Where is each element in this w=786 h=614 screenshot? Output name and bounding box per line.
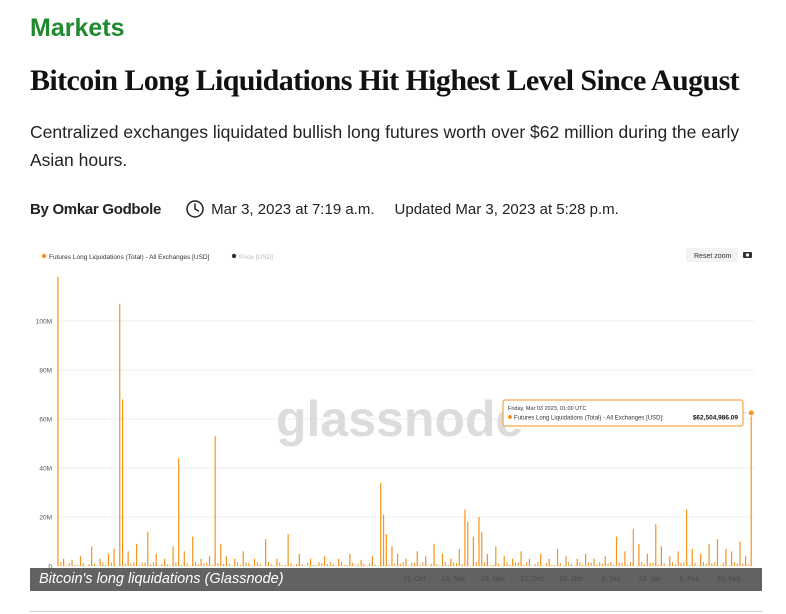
tooltip-point [747, 409, 755, 417]
byline: By Omkar Godbole Mar 3, 2023 at 7:19 a.m… [30, 199, 619, 219]
legend-item-price: Price [USD] [239, 254, 273, 261]
y-tick-label: 100M [36, 319, 52, 326]
y-tick-label: 20M [39, 515, 52, 522]
caption-bar: Bitcoin's long liquidations (Glassnode) [30, 568, 762, 591]
liquidations-chart: Futures Long Liquidations (Total) - All … [36, 248, 755, 583]
tooltip-marker [508, 415, 512, 419]
legend-marker-price [231, 253, 237, 259]
subheadline: Centralized exchanges liquidated bullish… [30, 122, 740, 170]
y-tick-label: 80M [39, 368, 52, 375]
updated-date: Updated Mar 3, 2023 at 5:28 p.m. [394, 200, 619, 218]
clock-icon [185, 199, 205, 219]
published-date: Mar 3, 2023 at 7:19 a.m. [211, 200, 375, 218]
image-caption: Bitcoin's long liquidations (Glassnode) [39, 571, 284, 587]
tooltip-box [502, 399, 744, 427]
legend-marker-liquidations [41, 253, 47, 259]
tooltip-label: Futures Long Liquidations (Total) - All … [514, 416, 664, 422]
chart-image: Futures Long Liquidations (Total) - All … [30, 242, 762, 591]
divider [30, 611, 762, 612]
camera-lens [745, 253, 750, 257]
section-label[interactable]: Markets [30, 14, 125, 42]
y-tick-label: 0 [48, 564, 52, 571]
y-tick-label: 60M [39, 417, 52, 424]
tooltip-value: $62,504,986.09 [693, 415, 739, 422]
headline: Bitcoin Long Liquidations Hit Highest Le… [30, 64, 740, 97]
tooltip-date: Friday, Mar 03 2023, 01:00 UTC [508, 406, 586, 412]
watermark: glassnode [276, 391, 523, 447]
legend-item-liquidations: Futures Long Liquidations (Total) - All … [49, 254, 210, 261]
y-tick-label: 40M [39, 466, 52, 473]
reset-zoom-button [686, 248, 738, 262]
author-link[interactable]: By Omkar Godbole [30, 200, 162, 218]
reset-zoom-label: Reset zoom [694, 253, 732, 260]
